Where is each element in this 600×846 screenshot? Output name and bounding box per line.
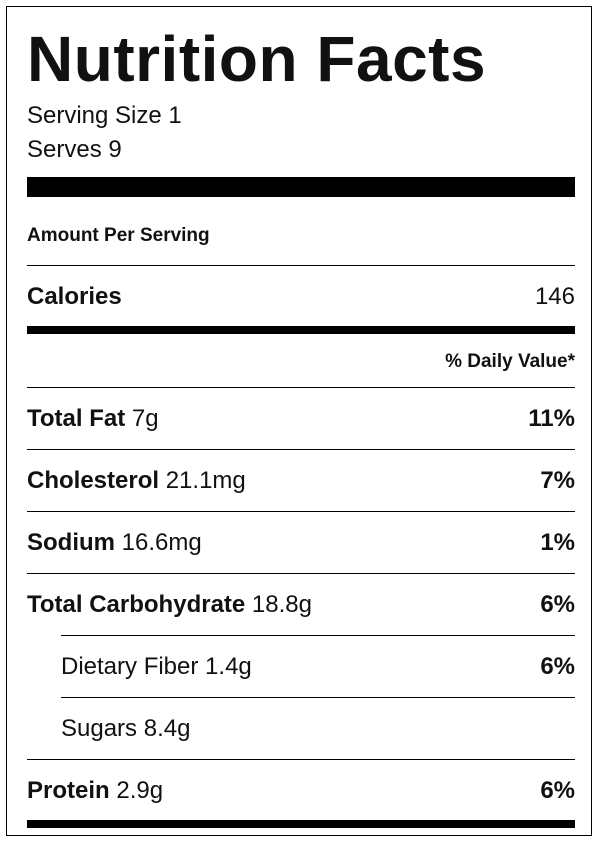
nutrient-label: Dietary Fiber 1.4g xyxy=(61,653,252,681)
nutrient-label: Total Carbohydrate 18.8g xyxy=(27,591,312,619)
nutrient-daily-value: 7% xyxy=(540,467,575,494)
nutrition-facts-label: Nutrition Facts Serving Size 1 Serves 9 … xyxy=(6,6,592,836)
indented-divider xyxy=(61,697,575,698)
nutrient-label: Sodium 16.6mg xyxy=(27,529,202,557)
nutrient-amount: 1.4g xyxy=(205,653,252,680)
nutrient-daily-value: 6% xyxy=(540,653,575,680)
nutrient-amount: 21.1mg xyxy=(165,467,246,494)
calories-row: Calories 146 xyxy=(27,282,575,312)
nutrient-amount: 7g xyxy=(131,405,159,432)
serves-count: Serves 9 xyxy=(27,136,122,163)
nutrient-row-sodium: Sodium 16.6mg 1% xyxy=(27,528,575,558)
nutrient-label: Protein 2.9g xyxy=(27,777,163,805)
nutrient-name: Sodium xyxy=(27,529,115,556)
nutrient-daily-value: 11% xyxy=(528,405,575,432)
nutrient-amount: 8.4g xyxy=(143,715,191,742)
divider xyxy=(27,759,575,760)
nutrient-name: Total Carbohydrate xyxy=(27,591,246,618)
nutrient-label: Cholesterol 21.1mg xyxy=(27,467,246,495)
nutrient-name: Dietary Fiber xyxy=(61,653,199,680)
nutrient-row-cholesterol: Cholesterol 21.1mg 7% xyxy=(27,466,575,496)
nutrient-label: Total Fat 7g xyxy=(27,405,159,433)
calories-value: 146 xyxy=(534,283,575,310)
nutrient-amount: 2.9g xyxy=(116,777,164,804)
nutrient-amount: 18.8g xyxy=(251,591,312,618)
nutrient-amount: 16.6mg xyxy=(121,529,202,556)
nutrient-name: Cholesterol xyxy=(27,467,160,494)
calories-label: Calories xyxy=(27,283,122,310)
thick-divider-top xyxy=(27,177,575,197)
nutrient-daily-value: 1% xyxy=(540,529,575,556)
nutrient-label: Sugars 8.4g xyxy=(61,715,190,743)
nutrient-name: Protein xyxy=(27,777,110,804)
divider xyxy=(27,449,575,450)
indented-divider xyxy=(61,635,575,636)
medium-divider xyxy=(27,326,575,334)
thick-divider-bottom xyxy=(27,820,575,828)
divider xyxy=(27,265,575,266)
nutrient-row-sugars: Sugars 8.4g xyxy=(61,714,575,744)
serving-size: Serving Size 1 xyxy=(27,102,182,129)
nutrient-row-total-fat: Total Fat 7g 11% xyxy=(27,404,575,434)
label-title: Nutrition Facts xyxy=(27,23,487,95)
divider xyxy=(27,511,575,512)
amount-per-serving: Amount Per Serving xyxy=(27,225,210,246)
daily-value-header: % Daily Value* xyxy=(445,351,575,372)
nutrient-row-total-carbohydrate: Total Carbohydrate 18.8g 6% xyxy=(27,590,575,620)
nutrient-daily-value: 6% xyxy=(540,777,575,804)
nutrient-daily-value: 6% xyxy=(540,591,575,618)
nutrient-name: Total Fat xyxy=(27,405,126,432)
nutrient-row-dietary-fiber: Dietary Fiber 1.4g 6% xyxy=(61,652,575,682)
nutrient-name: Sugars xyxy=(61,715,138,742)
divider xyxy=(27,573,575,574)
nutrient-row-protein: Protein 2.9g 6% xyxy=(27,776,575,806)
divider xyxy=(27,387,575,388)
